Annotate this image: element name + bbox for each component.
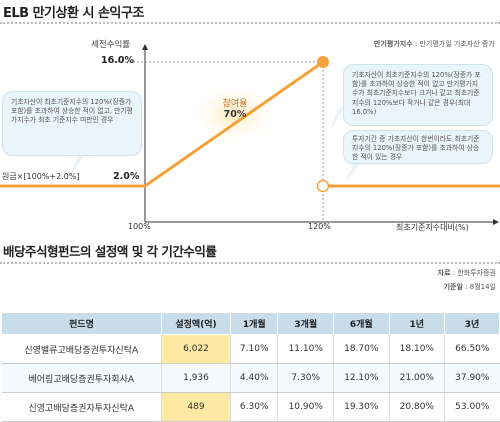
col-fund-name: 펀드명 (1, 312, 162, 335)
return-6m: 19.30% (333, 392, 390, 422)
return-3y: 53.00% (444, 392, 500, 422)
fund-table: 펀드명 설정액(억) 1개월 3개월 6개월 1년 3년 신영밸류고배당증권투자… (1, 312, 500, 422)
col-3y: 3년 (444, 312, 500, 335)
return-1y: 18.10% (389, 334, 446, 364)
bubble-tail-right-bottom (345, 158, 366, 182)
payoff-line (0, 60, 324, 188)
col-3m: 3개월 (277, 312, 334, 335)
return-1m: 4.40% (230, 363, 279, 393)
source-label: 자료 (437, 269, 451, 277)
title-divider (0, 22, 500, 24)
source-line: 자료 : 한화투자증권 (437, 269, 496, 277)
participation-label: 참여율 (222, 99, 248, 109)
participation-glow (188, 82, 280, 146)
bubble-tail-right-top (330, 104, 346, 132)
bubble-tail-left (70, 154, 86, 176)
source-value: 한화투자증권 (457, 269, 496, 277)
x-axis-label: 최초기준지수대비(%) (396, 223, 469, 232)
payoff-chart-svg (0, 44, 500, 225)
return-6m: 18.70% (333, 334, 390, 364)
return-6m: 12.10% (333, 363, 390, 393)
amount: 6,022 (161, 334, 231, 364)
fund-name: 베어링고배당증권투자회사A (1, 363, 162, 393)
participation-value: 70% (223, 109, 247, 120)
valuation-note-text: : 만기평가일 기초자산 종가 (412, 40, 495, 48)
bubble-right-top: 기초자산이 최초기준지수의 120%(장중가 포함)를 초과하여 상승한 적이 … (343, 64, 493, 126)
max-return-dot (317, 56, 329, 68)
date-label: 기준일 (443, 283, 463, 291)
table-row: 신영고배당증권자투자신탁A 489 6.30% 10.90% 19.30% 20… (1, 392, 500, 422)
page-title: ELB 만기상환 시 손익구조 (3, 6, 144, 21)
principal-label: 원금×[100%+2.0%] (2, 172, 80, 181)
return-3m: 7.30% (277, 363, 334, 393)
fund-name: 신영고배당증권자투자신탁A (1, 392, 162, 422)
col-1m: 1개월 (229, 312, 279, 335)
col-amount: 설정액(억) (161, 312, 231, 335)
y-tick-16: 16.0% (101, 55, 134, 66)
return-3m: 10.90% (277, 392, 334, 422)
y-axis-label: 세전수익률 (91, 40, 131, 50)
return-3m: 11.10% (277, 334, 334, 364)
bubble-right-bottom: 투자기간 중 기초자산이 한번이라도 최초기준지수의 120%(장중가 포함)를… (343, 130, 493, 164)
table-row: 신영밸류고배당증권투자신탁A 6,022 7.10% 11.10% 18.70%… (1, 334, 500, 364)
amount: 489 (161, 392, 231, 422)
return-1m: 6.30% (230, 392, 279, 422)
table-row: 베어링고배당증권투자회사A 1,936 4.40% 7.30% 12.10% 2… (1, 363, 500, 393)
col-6m: 6개월 (333, 312, 390, 335)
return-3y: 37.90% (444, 363, 500, 393)
x-tick-100: 100% (128, 222, 151, 231)
return-1y: 20.80% (389, 392, 446, 422)
y-axis-arrow (142, 44, 148, 50)
knockout-dot (316, 179, 330, 193)
return-3y: 66.50% (444, 334, 500, 364)
valuation-note-label: 만기평가지수 (374, 40, 413, 48)
valuation-note: 만기평가지수 : 만기평가일 기초자산 종가 (374, 39, 495, 49)
date-line: 기준일 : 8월14일 (443, 283, 496, 291)
table-title-divider (0, 262, 500, 264)
payoff-chart: 세전수익률 16.0% 2.0% 원금×[100%+2.0%] 만기평가지수 :… (0, 28, 500, 238)
y-tick-2: 2.0% (113, 171, 140, 182)
date-value: 8월14일 (469, 283, 496, 291)
return-1y: 21.00% (389, 363, 446, 393)
amount: 1,936 (161, 363, 231, 393)
fund-name: 신영밸류고배당증권투자신탁A (1, 334, 162, 364)
return-1m: 7.10% (230, 334, 279, 364)
bubble-left: 기초자산이 최초기준지수의 120%(장중가 포함)를 초과하여 상승한 적이 … (2, 91, 142, 156)
table-header-row: 펀드명 설정액(억) 1개월 3개월 6개월 1년 3년 (1, 312, 500, 335)
col-1y: 1년 (388, 312, 446, 335)
table-title: 배당주식형펀드의 설정액 및 각 기간수익률 (3, 244, 217, 259)
x-tick-120: 120% (308, 222, 331, 231)
x-axis-arrow (493, 219, 499, 225)
